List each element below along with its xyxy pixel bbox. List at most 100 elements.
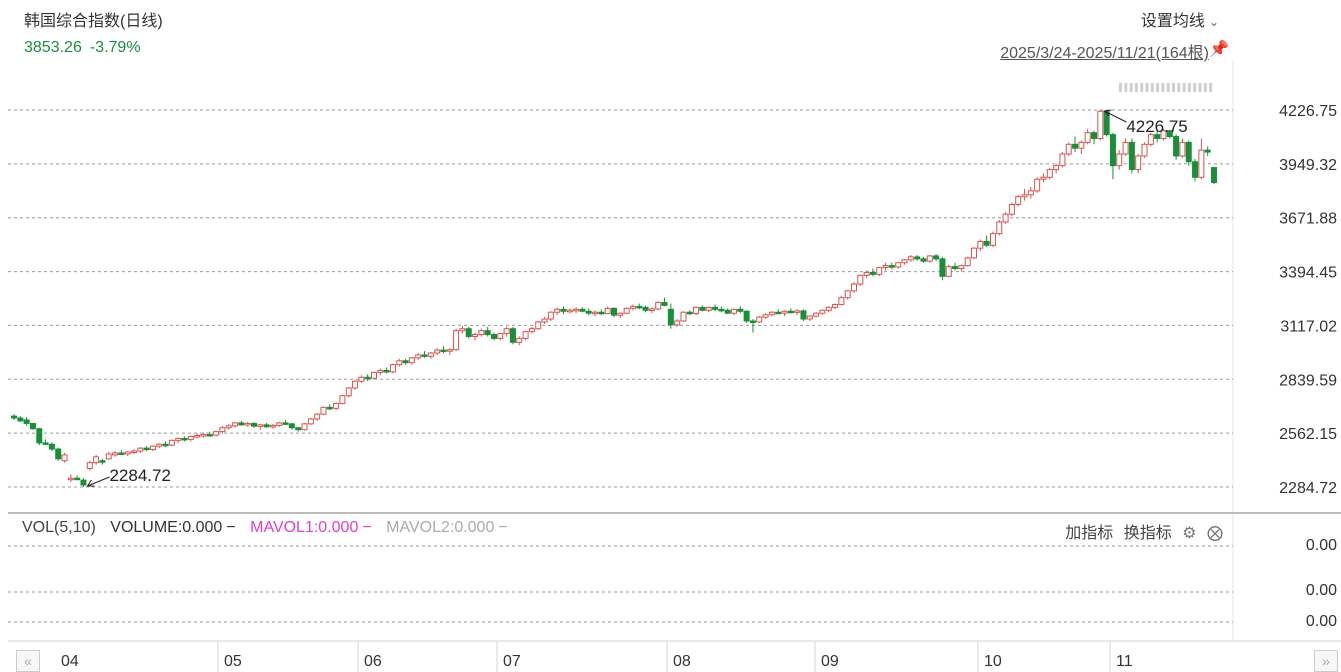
gear-icon[interactable]: ⚙ (1182, 525, 1197, 542)
candle-body (699, 306, 706, 311)
candle-body (497, 333, 504, 339)
candle (800, 309, 807, 321)
candle (269, 423, 276, 429)
candle (699, 305, 706, 312)
candle-body (806, 315, 813, 320)
candle (80, 478, 87, 487)
candle (1059, 152, 1066, 168)
candle (307, 418, 314, 425)
candle (364, 374, 371, 382)
candle-body (737, 308, 744, 312)
candle-body (67, 477, 74, 481)
candle-body (585, 310, 592, 314)
candle-body (396, 360, 403, 366)
candle (1053, 163, 1060, 174)
candle (238, 420, 245, 426)
candle (232, 421, 239, 428)
candle-body (636, 305, 643, 309)
candle-body (964, 257, 971, 267)
candle-body (731, 308, 737, 314)
candle (560, 306, 567, 315)
candle-body (933, 255, 940, 260)
add-indicator-button[interactable]: 加指标 (1065, 525, 1114, 542)
candle-body (1002, 213, 1009, 223)
candle-body (1059, 153, 1066, 167)
candle (459, 325, 466, 334)
candle (743, 310, 750, 323)
date-range-label[interactable]: 2025/3/24-2025/11/21(164根) (1000, 45, 1209, 62)
y-tick-label: 2839.59 (1279, 372, 1337, 389)
candle-body (693, 306, 700, 315)
candle (958, 264, 965, 272)
candle-body (901, 259, 908, 264)
candle (491, 332, 497, 341)
candle-body (1015, 196, 1022, 205)
candle-body (762, 314, 769, 318)
candle-body (206, 434, 213, 437)
volume-value: VOLUME:0.000 (110, 519, 223, 536)
ma-settings-button[interactable]: 设置均线 ⌄ (1141, 7, 1219, 31)
candle (282, 419, 289, 425)
volume-tick-2: 0.00 (1305, 582, 1337, 599)
candle (137, 447, 144, 453)
candle (516, 336, 523, 346)
candle-body (1027, 190, 1034, 196)
y-tick-label: 3394.45 (1279, 265, 1337, 282)
candle (175, 437, 182, 444)
candle (768, 311, 775, 317)
candle (749, 319, 756, 333)
candle-body (554, 308, 561, 313)
double-chevron-right-icon[interactable]: » (1314, 650, 1338, 672)
candle (213, 430, 220, 437)
candle-body (377, 369, 384, 373)
ma-dot (1209, 83, 1213, 92)
candle-body (1109, 134, 1116, 167)
ma-dot (1193, 83, 1197, 92)
high-arrow (1104, 110, 1127, 123)
candle-body (112, 452, 119, 456)
candle (629, 304, 636, 311)
candle-body (238, 422, 245, 426)
candle (503, 326, 510, 337)
pin-icon[interactable]: 📌 (1209, 41, 1229, 58)
candle-body (509, 328, 516, 343)
candle-body (307, 418, 314, 425)
candle (838, 295, 845, 306)
candle-body (560, 308, 567, 312)
candle-body (1046, 169, 1053, 178)
switch-indicator-button[interactable]: 换指标 (1123, 525, 1172, 542)
candle (99, 458, 106, 465)
candle (131, 449, 137, 454)
candle (1072, 136, 1079, 153)
candle (705, 306, 712, 313)
candle-body (781, 310, 788, 314)
candle (1192, 158, 1199, 182)
x-label-10: 10 (984, 653, 1002, 670)
candle-body (617, 312, 624, 316)
candle (320, 406, 327, 416)
candle (686, 310, 693, 316)
close-icon[interactable]: ⨂ (1207, 525, 1223, 542)
candle (257, 423, 264, 430)
ma-indicator-dots (1119, 83, 1213, 92)
candle-body (1097, 110, 1104, 139)
candle-body (288, 423, 295, 429)
candlesticks[interactable] (11, 110, 1217, 487)
ma-dot (1187, 83, 1191, 92)
candle-body (421, 354, 428, 357)
candle-body (1160, 130, 1167, 139)
candle (314, 413, 321, 421)
candle-body (1078, 141, 1085, 149)
change-percent: -3.79% (89, 39, 141, 56)
candle-body (162, 443, 169, 447)
candle-body (1040, 176, 1047, 180)
candle-body (42, 442, 49, 445)
candle-body (794, 310, 801, 313)
mavol1-dash: − (362, 519, 372, 536)
candle-body (225, 425, 232, 429)
candle (181, 436, 188, 442)
candle (566, 308, 573, 314)
double-chevron-left-icon[interactable]: « (16, 650, 40, 672)
candle (288, 422, 295, 430)
